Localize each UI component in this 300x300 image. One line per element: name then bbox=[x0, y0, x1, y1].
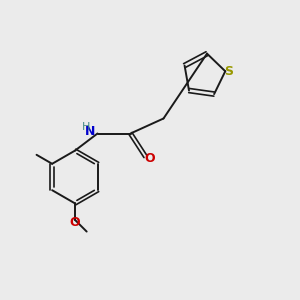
Text: H: H bbox=[82, 122, 90, 132]
Text: N: N bbox=[85, 125, 95, 138]
Text: O: O bbox=[70, 216, 80, 229]
Text: O: O bbox=[145, 152, 155, 166]
Text: S: S bbox=[224, 65, 233, 78]
